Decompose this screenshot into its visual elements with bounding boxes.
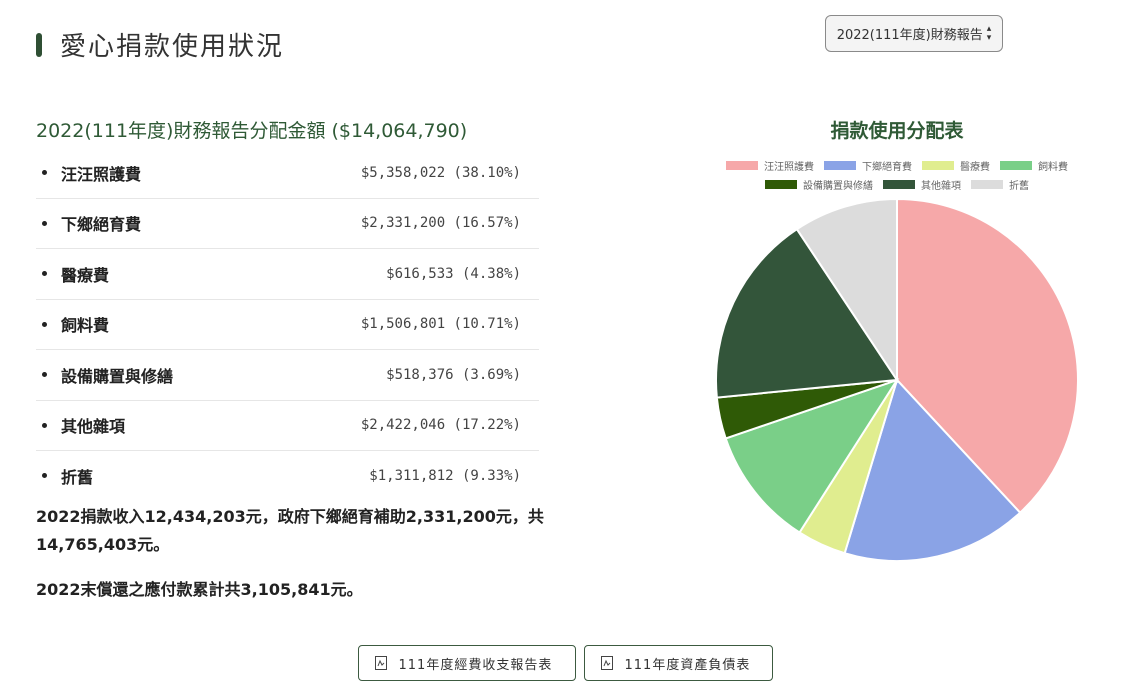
legend-label: 設備購置與修繕 — [803, 181, 873, 192]
balance-sheet-label: 111年度資產負債表 — [624, 657, 751, 673]
legend-label: 下鄉絕育費 — [862, 162, 912, 173]
bullet-icon — [42, 271, 47, 277]
bullet-icon — [42, 473, 47, 479]
item-name: 汪汪照護費 — [61, 164, 142, 184]
list-item: 其他雜項 $2,422,046 (17.22%) — [36, 401, 539, 451]
payable-summary: 2022末償還之應付款累計共3,105,841元。 — [36, 580, 363, 599]
report-buttons: 111年度經費收支報告表 111年度資產負債表 — [0, 645, 1130, 681]
list-item: 設備購置與修繕 $518,376 (3.69%) — [36, 350, 539, 401]
legend-swatch — [922, 161, 954, 170]
legend-label: 折舊 — [1009, 181, 1029, 192]
list-item: 醫療費 $616,533 (4.38%) — [36, 249, 539, 300]
legend-swatch — [971, 180, 1003, 189]
item-name: 飼料費 — [61, 316, 110, 336]
legend-swatch — [1000, 161, 1032, 170]
pdf-file-icon — [374, 656, 387, 670]
legend-label: 醫療費 — [960, 162, 990, 173]
pie-slice[interactable] — [896, 197, 1079, 515]
income-report-label: 111年度經費收支報告表 — [398, 657, 553, 673]
allocation-heading: 2022(111年度)財務報告分配金額 ($14,064,790) — [36, 120, 468, 142]
item-amount: $1,506,801 (10.71%) — [360, 316, 521, 333]
legend-swatch — [883, 180, 915, 189]
item-amount: $518,376 (3.69%) — [386, 366, 521, 383]
item-name: 設備購置與修繕 — [61, 366, 174, 386]
pie-slice[interactable] — [795, 197, 898, 384]
legend-label: 其他雜項 — [921, 181, 961, 192]
legend-label: 飼料費 — [1038, 162, 1068, 173]
legend-swatch — [824, 161, 856, 170]
up-down-caret-icon: ▴ ▾ — [986, 23, 992, 43]
legend-item[interactable]: 折舊 — [971, 177, 1029, 192]
item-name: 醫療費 — [61, 265, 110, 285]
item-amount: $5,358,022 (38.10%) — [360, 164, 521, 181]
chart-title: 捐款使用分配表 — [830, 120, 964, 142]
pie-slice[interactable] — [715, 227, 899, 399]
donation-summary: 2022捐款收入12,434,203元，政府下鄉絕育補助2,331,200元，共… — [36, 507, 544, 554]
legend-item[interactable]: 設備購置與修繕 — [765, 177, 873, 192]
list-item: 飼料費 $1,506,801 (10.71%) — [36, 300, 539, 350]
bullet-icon — [42, 372, 47, 378]
list-item: 汪汪照護費 $5,358,022 (38.10%) — [36, 148, 539, 199]
item-amount: $616,533 (4.38%) — [386, 265, 521, 282]
legend-swatch — [726, 161, 758, 170]
legend-item[interactable]: 醫療費 — [922, 158, 990, 173]
title-accent-bar — [36, 32, 42, 57]
income-report-button[interactable]: 111年度經費收支報告表 — [357, 645, 576, 681]
pie-slice[interactable] — [724, 378, 900, 534]
balance-sheet-button[interactable]: 111年度資產負債表 — [583, 645, 773, 681]
bullet-icon — [42, 170, 47, 176]
item-amount: $2,422,046 (17.22%) — [360, 417, 521, 434]
item-amount: $1,311,812 (9.33%) — [369, 467, 521, 484]
item-name: 其他雜項 — [61, 417, 126, 437]
bullet-icon — [42, 220, 47, 226]
item-amount: $2,331,200 (16.57%) — [360, 215, 521, 232]
bullet-icon — [42, 321, 47, 327]
pdf-file-icon — [600, 656, 613, 670]
legend-item[interactable]: 下鄉絕育費 — [824, 158, 912, 173]
legend-swatch — [765, 180, 797, 189]
bullet-icon — [42, 422, 47, 428]
legend-item[interactable]: 飼料費 — [1000, 158, 1068, 173]
pie-slice[interactable] — [843, 378, 1022, 562]
legend-item[interactable]: 汪汪照護費 — [726, 158, 814, 173]
chart-legend: 汪汪照護費 下鄉絕育費 醫療費 飼料費設備購置與修繕 其他雜項 折舊 — [706, 158, 1088, 192]
item-name: 折舊 — [61, 467, 94, 487]
legend-item[interactable]: 其他雜項 — [883, 177, 961, 192]
list-item: 下鄉絕育費 $2,331,200 (16.57%) — [36, 199, 539, 249]
page-title: 愛心捐款使用狀況 — [60, 32, 285, 62]
legend-label: 汪汪照護費 — [764, 162, 814, 173]
page-title-bar: 愛心捐款使用狀況 — [36, 26, 284, 63]
item-name: 下鄉絕育費 — [61, 215, 142, 235]
report-year-select[interactable]: 2022(111年度)財務報告 ▴ ▾ — [825, 15, 1003, 52]
list-item: 折舊 $1,311,812 (9.33%) — [36, 451, 539, 501]
report-select-value: 2022(111年度)財務報告 — [836, 28, 983, 43]
pie-chart — [715, 197, 1079, 562]
allocation-list: 汪汪照護費 $5,358,022 (38.10%) 下鄉絕育費 $2,331,2… — [36, 148, 539, 501]
